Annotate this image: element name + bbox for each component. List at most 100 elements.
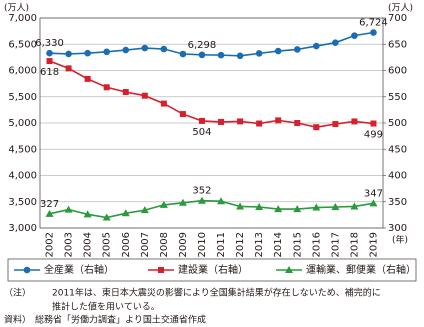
y-tick-label: 6,000 <box>8 66 37 77</box>
point <box>103 48 110 56</box>
point <box>64 205 73 213</box>
x-tick-label: 2019 <box>368 232 379 257</box>
y2-tick-label: 600 <box>388 66 407 77</box>
y-tick-label: 6,500 <box>8 39 37 50</box>
point <box>141 92 148 99</box>
note-line: 推計した値を用いている。 <box>52 301 160 313</box>
point <box>255 50 263 57</box>
point <box>103 84 110 91</box>
point <box>313 42 320 50</box>
series-line <box>49 199 374 219</box>
y-tick-label: 3,000 <box>8 223 37 234</box>
value-label: 504 <box>192 127 211 138</box>
point <box>160 100 167 107</box>
point <box>351 32 358 39</box>
x-tick-label: 2017 <box>330 232 341 257</box>
x-tick-label: 2002 <box>45 232 56 257</box>
x-tick-label: 2004 <box>83 232 94 257</box>
point <box>331 203 340 210</box>
point <box>351 118 358 125</box>
y2-unit: (万人) <box>388 3 413 14</box>
y2-tick-label: 450 <box>388 144 407 155</box>
note-label: （注） <box>4 287 31 299</box>
x-tick-label: 2015 <box>292 232 303 257</box>
point <box>332 39 339 46</box>
x-tick-label: 2009 <box>178 232 189 257</box>
y2-tick-label: 300 <box>388 223 407 234</box>
point <box>179 50 187 58</box>
point <box>46 58 53 65</box>
point <box>23 266 31 274</box>
point <box>159 200 168 208</box>
y2-tick-label: 700 <box>388 13 407 24</box>
legend-label: 運輸業、郵便業（右軸） <box>306 263 416 276</box>
point <box>178 198 187 206</box>
value-label: 6,724 <box>359 17 388 28</box>
y-tick-label: 4,500 <box>8 144 37 155</box>
y2-tick-label: 350 <box>388 197 407 208</box>
point <box>237 118 244 125</box>
x-tick-label: 2007 <box>140 232 151 257</box>
y-tick-label: 7,000 <box>8 13 37 24</box>
note-line: 2011年は、東日本大震災の影響により全国集計結果が存在しないため、補完的に <box>52 287 381 299</box>
point <box>84 49 91 57</box>
point <box>102 213 111 221</box>
x-tick-label: 2006 <box>121 232 132 257</box>
point <box>370 120 377 127</box>
point <box>256 120 263 127</box>
point <box>285 266 293 273</box>
y-tick-label: 3,500 <box>8 197 37 208</box>
point <box>198 117 205 124</box>
point <box>158 267 164 273</box>
value-label: 618 <box>40 67 59 78</box>
point <box>313 124 320 131</box>
x-tick-label: 2014 <box>273 232 284 257</box>
point <box>121 209 130 217</box>
x-tick-label: 2012 <box>235 232 246 257</box>
value-label: 499 <box>364 130 383 141</box>
point <box>370 29 377 36</box>
point <box>197 196 206 204</box>
y-tick-label: 5,500 <box>8 92 37 103</box>
source-label: 資料） <box>4 314 31 326</box>
source-text: 総務省「労働力調査」より国土交通省作成 <box>35 314 206 326</box>
y2-tick-label: 400 <box>388 171 407 182</box>
point <box>46 49 53 57</box>
legend-label: 全産業（右軸） <box>44 263 114 276</box>
plot-frame <box>39 17 384 229</box>
legend-box <box>7 258 417 282</box>
x-tick-label: 2018 <box>349 232 360 257</box>
y2-tick-label: 650 <box>388 39 407 50</box>
point <box>274 205 283 213</box>
point <box>293 46 301 53</box>
point <box>332 121 339 128</box>
point <box>65 50 72 58</box>
series-line <box>49 60 374 129</box>
x-tick-label: 2008 <box>159 232 170 257</box>
point <box>179 111 186 118</box>
value-label: 327 <box>40 199 59 210</box>
point <box>312 203 321 211</box>
point <box>275 117 282 124</box>
legend-label: 建設業（右軸） <box>178 263 248 276</box>
point <box>369 199 378 207</box>
point <box>350 202 359 210</box>
point <box>293 205 302 213</box>
x-unit: (年) <box>392 234 408 246</box>
x-tick-label: 2003 <box>64 232 75 257</box>
x-tick-label: 2005 <box>102 232 113 257</box>
y-unit: (万人) <box>4 3 29 14</box>
value-label: 6,298 <box>188 40 217 51</box>
point <box>84 75 91 82</box>
point <box>198 51 206 59</box>
x-tick-label: 2016 <box>311 232 322 257</box>
point <box>160 45 168 53</box>
y2-tick-label: 550 <box>388 92 407 103</box>
point <box>45 209 54 217</box>
point <box>236 52 244 60</box>
value-label: 6,330 <box>35 38 64 49</box>
point <box>217 197 226 205</box>
point <box>122 46 130 54</box>
value-label: 347 <box>364 188 383 199</box>
